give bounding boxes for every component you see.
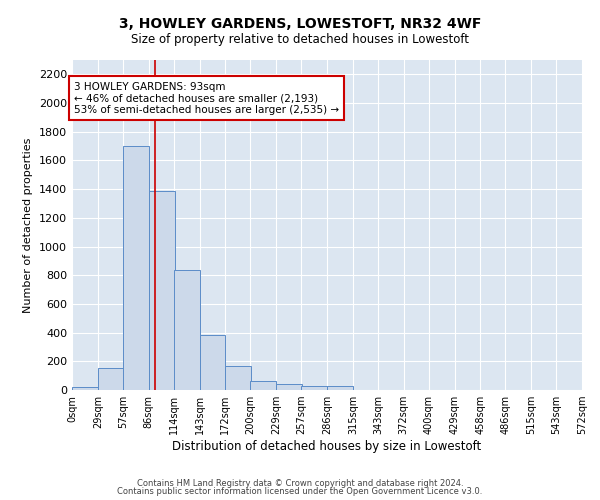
X-axis label: Distribution of detached houses by size in Lowestoft: Distribution of detached houses by size … — [172, 440, 482, 453]
Bar — [98, 368, 124, 390]
Bar — [72, 387, 98, 390]
Bar — [149, 190, 175, 390]
Bar — [173, 270, 199, 390]
Bar — [301, 386, 327, 390]
Text: 3 HOWLEY GARDENS: 93sqm
← 46% of detached houses are smaller (2,193)
53% of semi: 3 HOWLEY GARDENS: 93sqm ← 46% of detache… — [74, 82, 339, 114]
Bar — [276, 384, 302, 390]
Bar — [226, 366, 251, 390]
Text: Size of property relative to detached houses in Lowestoft: Size of property relative to detached ho… — [131, 32, 469, 46]
Text: Contains public sector information licensed under the Open Government Licence v3: Contains public sector information licen… — [118, 487, 482, 496]
Text: 3, HOWLEY GARDENS, LOWESTOFT, NR32 4WF: 3, HOWLEY GARDENS, LOWESTOFT, NR32 4WF — [119, 18, 481, 32]
Text: Contains HM Land Registry data © Crown copyright and database right 2024.: Contains HM Land Registry data © Crown c… — [137, 478, 463, 488]
Bar — [250, 380, 276, 390]
Bar — [327, 386, 353, 390]
Y-axis label: Number of detached properties: Number of detached properties — [23, 138, 34, 312]
Bar — [123, 146, 149, 390]
Bar — [199, 335, 226, 390]
